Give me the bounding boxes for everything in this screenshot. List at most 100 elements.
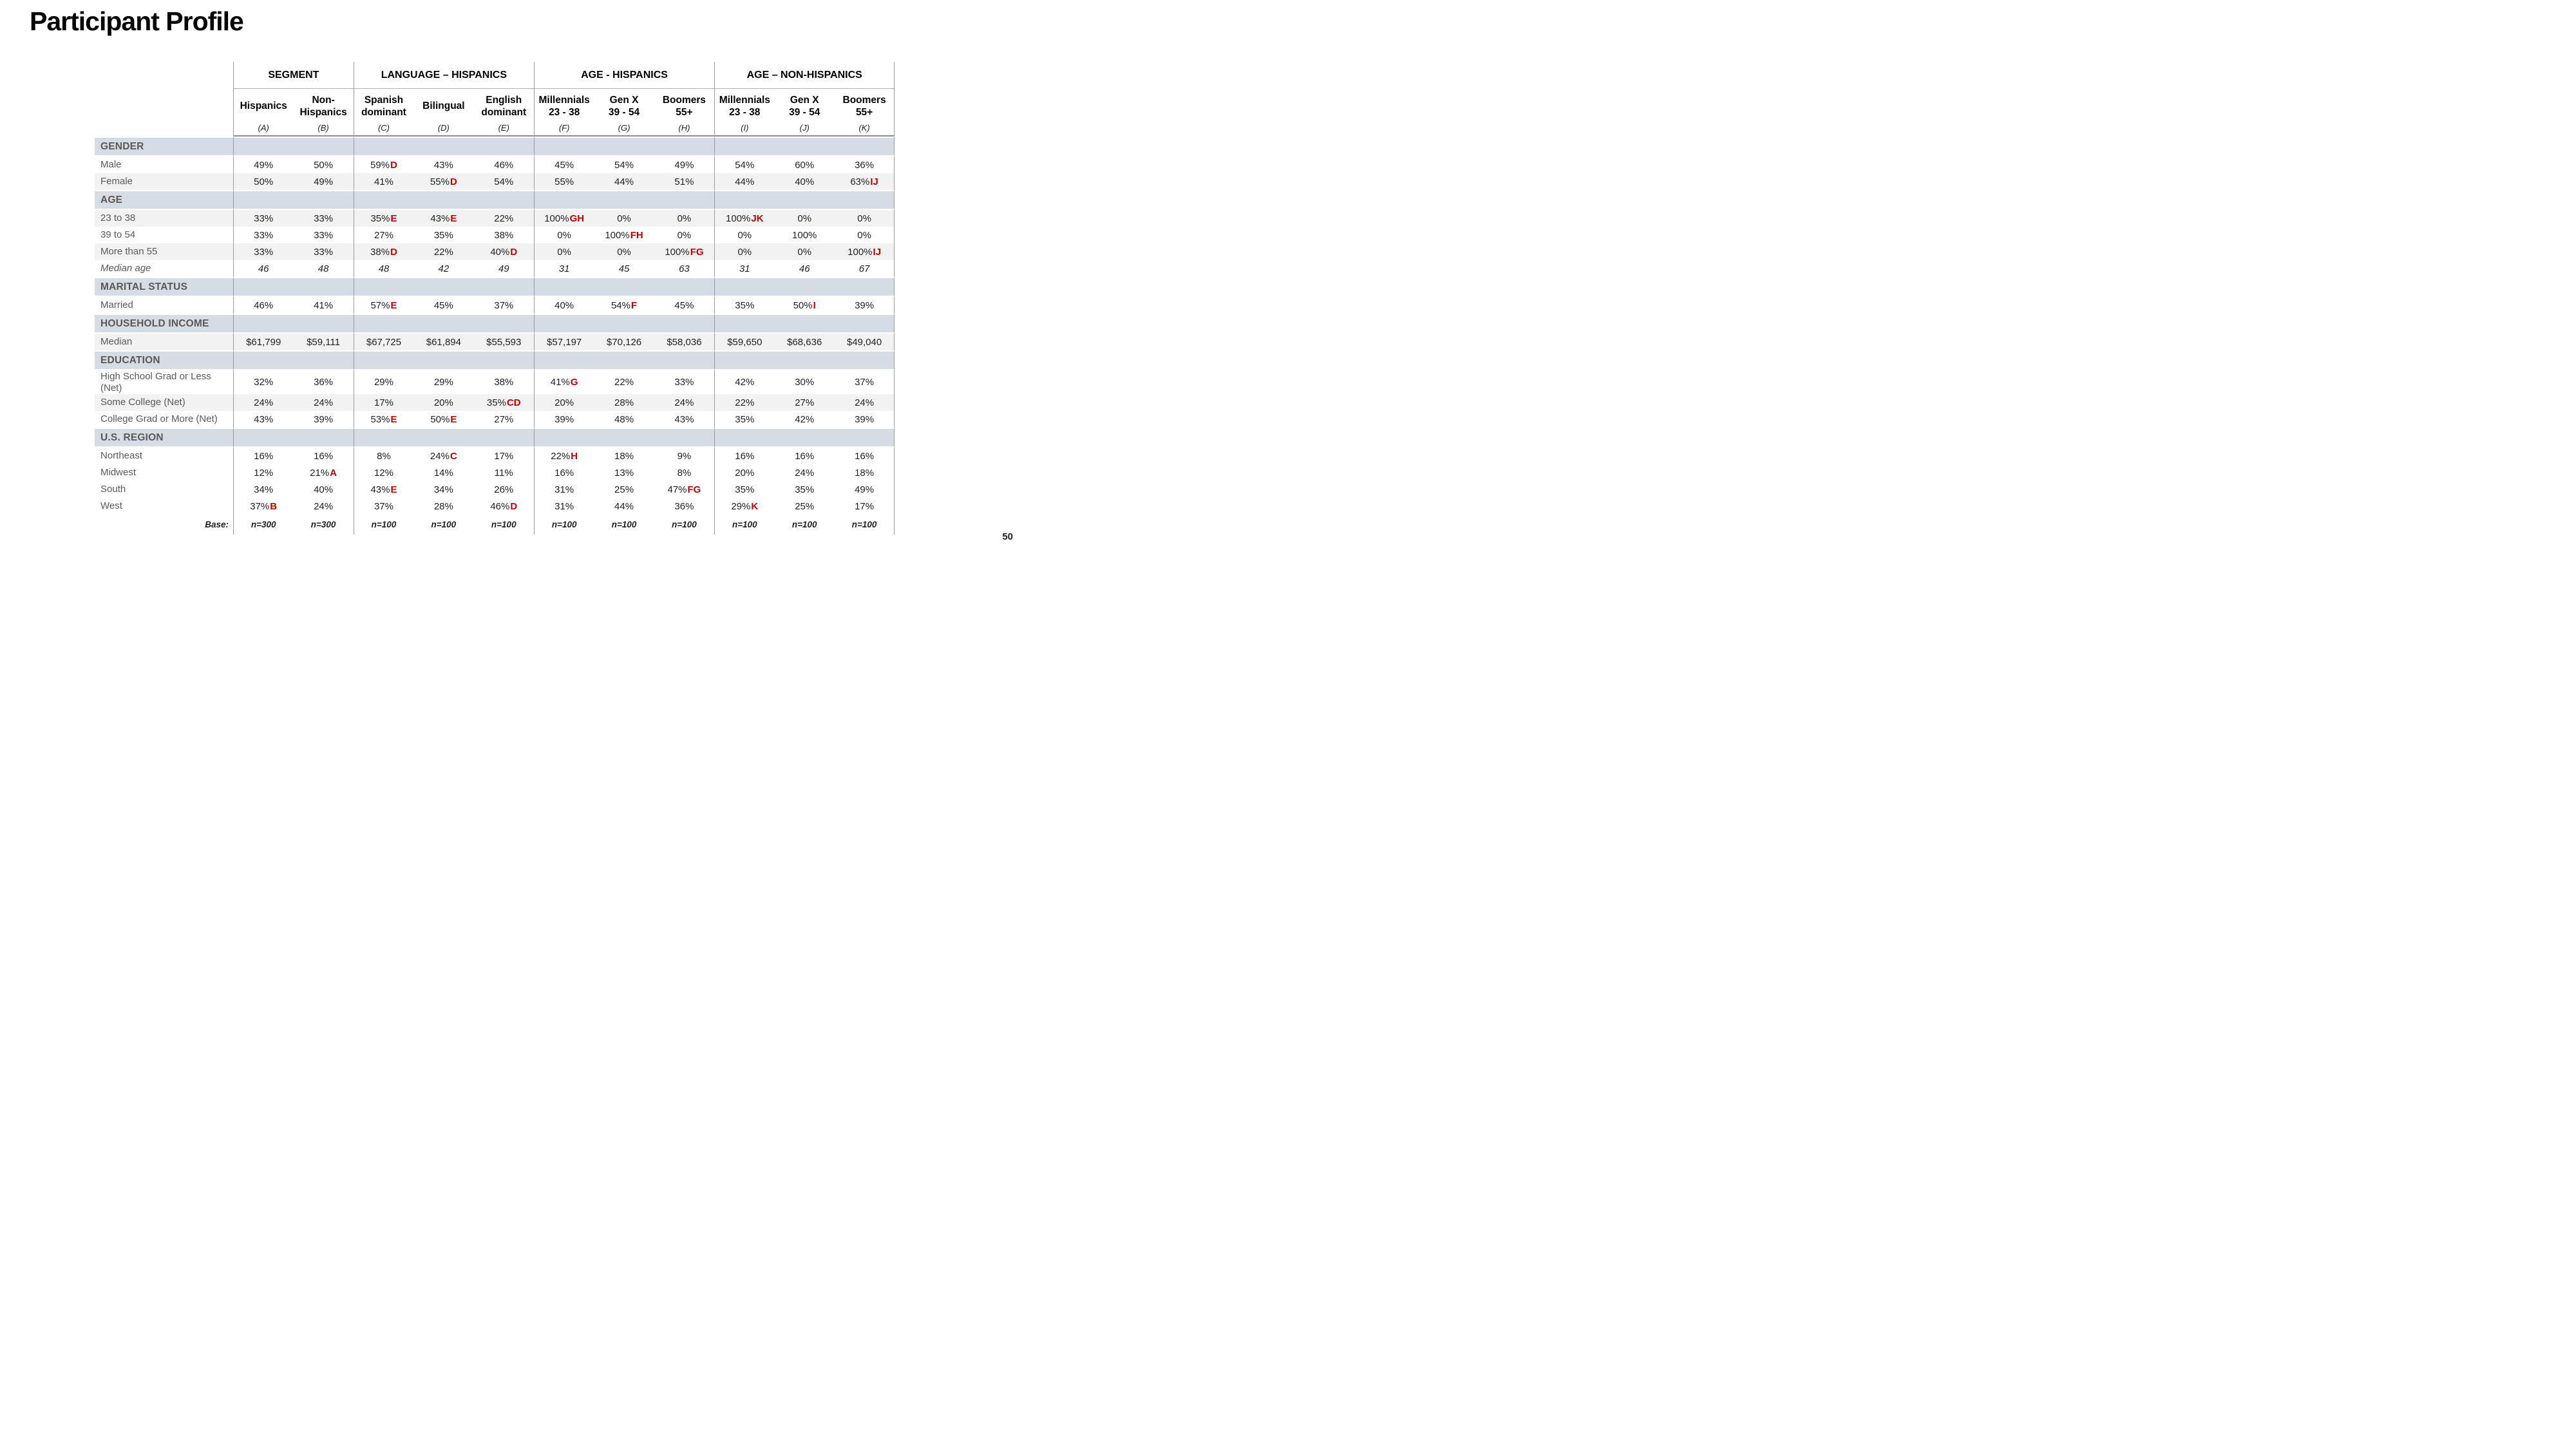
sig-letter: B — [270, 500, 278, 512]
column-header-label: Non- Hispanics — [299, 94, 347, 118]
data-cell: 13% — [594, 464, 654, 481]
column-letter: (B) — [317, 123, 329, 133]
data-cell: 31 — [533, 260, 594, 277]
data-cell: 59% D — [353, 156, 414, 173]
profile-table: SEGMENT LANGUAGE – HISPANICS AGE - HISPANI… — [95, 62, 895, 535]
data-cell: 100% IJ — [834, 243, 895, 260]
data-cell: 45% — [533, 156, 594, 173]
data-cell: 32% — [233, 370, 294, 394]
data-cell: $55,593 — [473, 334, 534, 350]
section-band-cell — [413, 190, 474, 210]
section-band-cell — [654, 350, 715, 370]
section-band-cell — [473, 190, 534, 210]
section-header: MARITAL STATUS — [95, 277, 233, 297]
column-header-label: English dominant — [481, 94, 527, 118]
data-cell: 40% — [293, 481, 354, 498]
column-header: Gen X 39 - 54 (G) — [594, 89, 654, 137]
column-letter: (D) — [437, 123, 450, 133]
section-band-cell — [714, 137, 775, 156]
section-band-cell — [594, 190, 654, 210]
data-cell: 31% — [533, 498, 594, 515]
data-cell: 0% — [654, 227, 715, 243]
section-band-cell — [293, 314, 354, 334]
row-label: 39 to 54 — [95, 227, 233, 243]
sig-letter: E — [450, 213, 457, 224]
sig-letter: H — [571, 450, 578, 462]
section-band-cell — [774, 190, 835, 210]
data-cell: 33% — [293, 243, 354, 260]
sig-letter: F — [630, 299, 638, 311]
column-letter: (J) — [799, 123, 810, 133]
section-band-cell — [353, 314, 414, 334]
base-cell: n=100 — [834, 515, 895, 535]
sig-letter: D — [390, 246, 397, 258]
base-cell: n=300 — [293, 515, 354, 535]
data-cell: $61,894 — [413, 334, 474, 350]
section-band-cell — [654, 428, 715, 448]
section-band-cell — [473, 428, 534, 448]
base-cell: n=100 — [533, 515, 594, 535]
data-cell: 8% — [353, 448, 414, 464]
data-cell: 22% — [714, 394, 775, 411]
section-band-cell — [233, 137, 294, 156]
data-cell: 27% — [473, 411, 534, 428]
data-cell: 49% — [293, 173, 354, 190]
data-cell: 54% F — [594, 297, 654, 314]
data-cell: 100% GH — [533, 210, 594, 227]
row-label: 23 to 38 — [95, 210, 233, 227]
section-band-cell — [834, 277, 895, 297]
data-cell: 24% — [233, 394, 294, 411]
section-band-cell — [473, 314, 534, 334]
data-cell: 9% — [654, 448, 715, 464]
data-cell: 51% — [654, 173, 715, 190]
data-cell: 43% — [233, 411, 294, 428]
data-cell: 48 — [293, 260, 354, 277]
column-header-label: Boomers 55+ — [662, 94, 706, 118]
data-cell: $61,799 — [233, 334, 294, 350]
data-cell: 45% — [654, 297, 715, 314]
data-cell: 12% — [233, 464, 294, 481]
section-band-cell — [413, 277, 474, 297]
data-cell: 20% — [533, 394, 594, 411]
data-cell: 46% D — [473, 498, 534, 515]
data-cell: 16% — [774, 448, 835, 464]
data-cell: 36% — [293, 370, 354, 394]
data-cell: 42% — [774, 411, 835, 428]
sig-letter: E — [390, 484, 397, 495]
data-cell: 27% — [774, 394, 835, 411]
page-number: 50 — [1002, 531, 1013, 542]
data-cell: 45% — [413, 297, 474, 314]
section-band-cell — [654, 277, 715, 297]
data-cell: 37% — [353, 498, 414, 515]
data-cell: 30% — [774, 370, 835, 394]
sig-letter: IJ — [870, 176, 878, 187]
section-band-cell — [594, 350, 654, 370]
data-cell: 27% — [353, 227, 414, 243]
data-cell: 41% — [353, 173, 414, 190]
column-header: Millennials 23 - 38 (I) — [714, 89, 775, 137]
section-band-cell — [413, 428, 474, 448]
section-band-cell — [533, 314, 594, 334]
data-cell: 60% — [774, 156, 835, 173]
data-cell: 42 — [413, 260, 474, 277]
section-band-cell — [533, 428, 594, 448]
section-header: EDUCATION — [95, 350, 233, 370]
data-cell: 22% H — [533, 448, 594, 464]
data-cell: 36% — [834, 156, 895, 173]
data-cell: 24% — [774, 464, 835, 481]
sig-letter: FG — [690, 246, 704, 258]
data-cell: 14% — [413, 464, 474, 481]
section-band-cell — [533, 137, 594, 156]
section-band-cell — [413, 314, 474, 334]
data-cell: 46% — [233, 297, 294, 314]
data-cell: 31% — [533, 481, 594, 498]
data-cell: $70,126 — [594, 334, 654, 350]
data-cell: 28% — [413, 498, 474, 515]
data-cell: 67 — [834, 260, 895, 277]
section-band-cell — [834, 137, 895, 156]
data-cell: 44% — [714, 173, 775, 190]
section-band-cell — [353, 350, 414, 370]
data-cell: 17% — [473, 448, 534, 464]
data-cell: 53% E — [353, 411, 414, 428]
section-band-cell — [834, 190, 895, 210]
